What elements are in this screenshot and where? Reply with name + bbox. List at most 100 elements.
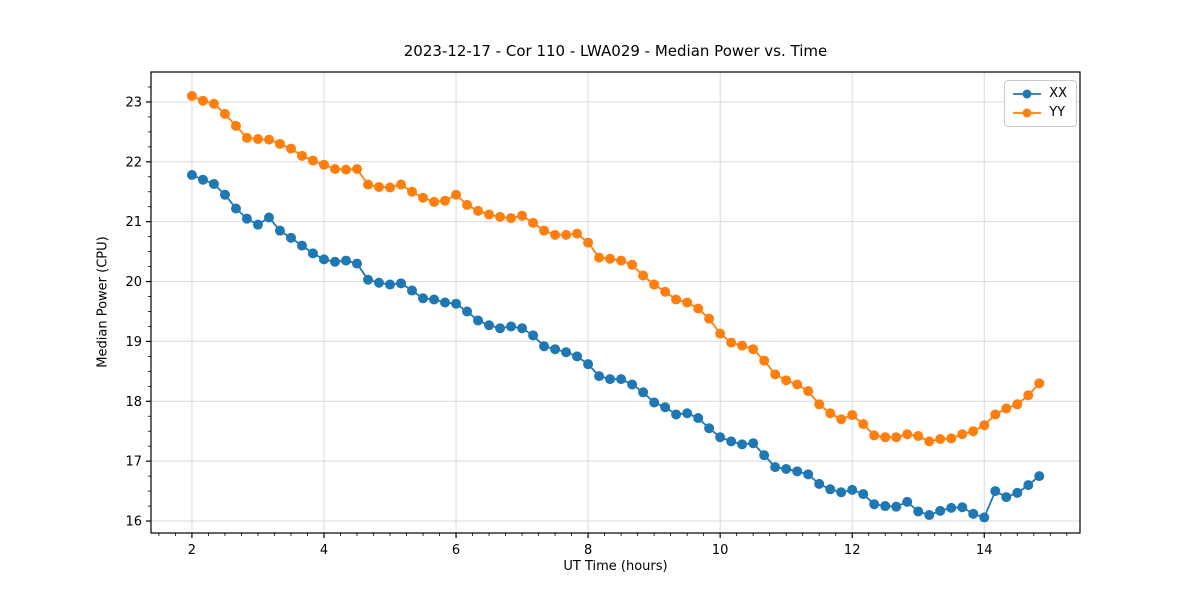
data-point-YY: [572, 228, 583, 239]
data-point-XX: [318, 254, 329, 265]
data-point-XX: [693, 413, 704, 424]
data-point-XX: [418, 293, 429, 304]
x-tick-label: 10: [712, 543, 729, 558]
x-tick-label: 14: [976, 543, 993, 558]
data-point-YY: [197, 95, 208, 106]
data-point-XX: [241, 213, 252, 224]
data-point-YY: [363, 179, 374, 190]
data-point-XX: [979, 512, 990, 523]
data-point-YY: [968, 426, 979, 437]
series-line-XX: [191, 174, 1040, 519]
data-point-YY: [539, 225, 550, 236]
x-tick-label: 2: [188, 543, 196, 558]
y-tick-label: 22: [125, 155, 142, 170]
data-point-XX: [781, 463, 792, 474]
data-point-YY: [616, 255, 627, 266]
legend-item-YY: YY: [1012, 105, 1067, 121]
data-point-YY: [473, 205, 484, 216]
data-point-XX: [1034, 471, 1045, 482]
data-point-XX: [352, 258, 362, 269]
data-point-XX: [517, 323, 528, 334]
data-point-XX: [373, 277, 384, 288]
data-point-YY: [506, 213, 517, 224]
data-point-XX: [847, 484, 858, 495]
axes-spines: [150, 71, 1081, 534]
data-point-XX: [330, 256, 341, 267]
data-point-XX: [638, 387, 649, 398]
data-point-XX: [990, 486, 1001, 497]
data-point-XX: [506, 321, 517, 332]
data-point-YY: [186, 90, 197, 101]
y-tick-label: 20: [125, 275, 142, 290]
data-point-YY: [924, 436, 935, 447]
data-point-YY: [913, 431, 924, 442]
data-point-XX: [913, 506, 924, 517]
data-point-XX: [825, 484, 836, 495]
data-point-XX: [473, 315, 484, 326]
data-point-XX: [594, 371, 605, 382]
data-point-YY: [726, 337, 737, 348]
data-point-XX: [605, 374, 616, 385]
plot-area: 2 4 6 8 10 12 14 16 17 18 19 20 21 22 23: [125, 71, 1081, 558]
data-point-XX: [891, 501, 902, 512]
data-point-XX: [946, 502, 957, 513]
y-tick-label: 23: [125, 95, 142, 110]
x-tick-label: 8: [584, 543, 592, 558]
data-point-XX: [869, 499, 880, 510]
x-tick-label: 6: [452, 543, 460, 558]
data-point-YY: [902, 429, 913, 440]
data-point-YY: [373, 181, 384, 192]
data-point-YY: [407, 186, 417, 197]
legend-label: YY: [1049, 105, 1066, 120]
data-point-YY: [418, 192, 429, 203]
data-point-XX: [385, 279, 396, 290]
data-point-YY: [462, 199, 473, 210]
data-point-YY: [340, 164, 351, 175]
data-point-YY: [297, 150, 307, 161]
data-point-YY: [990, 409, 1001, 420]
data-point-XX: [649, 397, 660, 408]
data-point-YY: [1001, 403, 1012, 414]
data-point-XX: [340, 255, 351, 266]
data-point-YY: [1023, 390, 1034, 401]
data-point-YY: [484, 209, 495, 220]
data-point-YY: [693, 303, 704, 314]
data-point-XX: [186, 169, 197, 180]
data-point-XX: [274, 225, 285, 236]
legend-item-XX: XX: [1012, 86, 1067, 102]
data-point-XX: [748, 438, 759, 449]
x-axis-label: UT Time (hours): [563, 559, 668, 574]
data-point-YY: [517, 210, 528, 221]
data-point-XX: [583, 359, 594, 370]
data-point-XX: [968, 508, 979, 519]
data-point-YY: [770, 369, 781, 380]
data-point-YY: [957, 429, 968, 440]
data-point-XX: [363, 274, 374, 285]
data-point-YY: [979, 420, 990, 431]
data-point-YY: [946, 433, 957, 444]
data-point-XX: [285, 232, 296, 243]
data-point-YY: [451, 189, 462, 200]
data-point-YY: [627, 259, 638, 270]
data-point-YY: [241, 132, 252, 143]
chart-title: 2023-12-17 - Cor 110 - LWA029 - Median P…: [403, 42, 828, 60]
data-point-YY: [682, 297, 693, 308]
data-point-YY: [660, 286, 671, 297]
data-point-XX: [924, 510, 935, 521]
data-point-XX: [528, 330, 539, 341]
data-point-XX: [208, 178, 219, 189]
data-point-YY: [880, 432, 891, 443]
data-point-XX: [759, 450, 770, 461]
data-point-XX: [660, 402, 671, 413]
data-point-YY: [429, 196, 440, 207]
data-point-YY: [638, 270, 649, 281]
data-point-XX: [263, 212, 274, 223]
data-point-YY: [550, 229, 561, 240]
data-point-YY: [495, 211, 506, 222]
data-point-YY: [352, 163, 362, 174]
y-tick-label: 19: [125, 335, 142, 350]
data-point-XX: [671, 409, 682, 420]
data-point-XX: [1023, 480, 1034, 491]
data-point-XX: [715, 432, 726, 443]
